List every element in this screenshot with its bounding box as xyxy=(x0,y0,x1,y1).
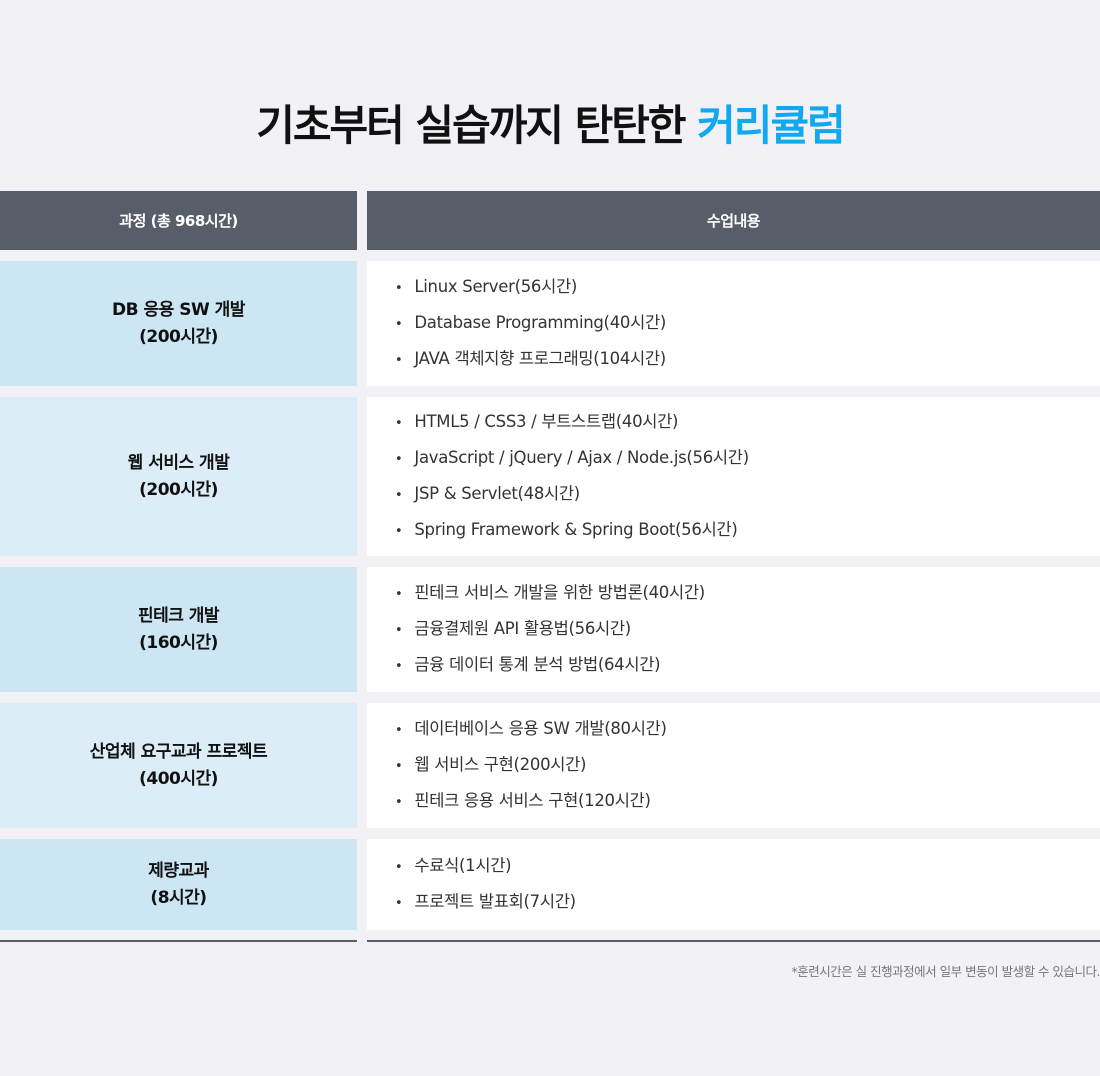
content-list: 핀테크 서비스 개발을 위한 방법론(40시간)금융결제원 API 활용법(56… xyxy=(367,567,1100,692)
list-item: JSP & Servlet(48시간) xyxy=(395,477,1100,513)
course-hours: (160시간) xyxy=(139,632,218,653)
table-row: DB 응용 SW 개발 (200시간) Linux Server(56시간)Data… xyxy=(0,261,1100,386)
table-row: 제량교과 (8시간) 수료식(1시간)프로젝트 발표회(7시간) xyxy=(0,839,1100,930)
list-item: 수료식(1시간) xyxy=(395,849,1100,885)
course-hours: (8시간) xyxy=(150,887,207,908)
page-title: 기초부터 실습까지 탄탄한 커리큘럼 xyxy=(0,92,1100,153)
content-list: Linux Server(56시간)Database Programming(4… xyxy=(367,261,1100,386)
divider xyxy=(0,940,357,942)
course-hours: (200시간) xyxy=(139,479,218,500)
course-cell: DB 응용 SW 개발 (200시간) xyxy=(0,261,357,386)
list-item: JavaScript / jQuery / Ajax / Node.js(56시… xyxy=(395,441,1100,477)
list-item: Linux Server(56시간) xyxy=(395,270,1100,306)
title-text: 기초부터 실습까지 탄탄한 xyxy=(256,101,698,150)
course-name: 산업체 요구교과 프로젝트 xyxy=(89,741,268,762)
list-item: JAVA 객체지향 프로그래밍(104시간) xyxy=(395,342,1100,378)
header-course: 과정 (총 968시간) xyxy=(0,191,357,250)
course-cell: 산업체 요구교과 프로젝트 (400시간) xyxy=(0,703,357,828)
content-list: 데이터베이스 응용 SW 개발(80시간)웹 서비스 구현(200시간)핀테크 … xyxy=(367,703,1100,828)
course-cell: 핀테크 개발 (160시간) xyxy=(0,567,357,692)
list-item: 프로젝트 발표회(7시간) xyxy=(395,885,1100,921)
course-cell: 웹 서비스 개발 (200시간) xyxy=(0,397,357,556)
list-item: 핀테크 서비스 개발을 위한 방법론(40시간) xyxy=(395,576,1100,612)
content-list: 수료식(1시간)프로젝트 발표회(7시간) xyxy=(367,839,1100,930)
list-item: HTML5 / CSS3 / 부트스트랩(40시간) xyxy=(395,405,1100,441)
course-cell: 제량교과 (8시간) xyxy=(0,839,357,930)
list-item: 금융결제원 API 활용법(56시간) xyxy=(395,612,1100,648)
header-content: 수업내용 xyxy=(367,191,1100,250)
course-name: 웹 서비스 개발 xyxy=(127,452,230,473)
course-name: 핀테크 개발 xyxy=(137,605,220,626)
course-name: 제량교과 xyxy=(148,860,209,881)
list-item: Database Programming(40시간) xyxy=(395,306,1100,342)
list-item: 금융 데이터 통계 분석 방법(64시간) xyxy=(395,648,1100,684)
table-row: 산업체 요구교과 프로젝트 (400시간) 데이터베이스 응용 SW 개발(80시간… xyxy=(0,703,1100,828)
list-item: Spring Framework & Spring Boot(56시간) xyxy=(395,513,1100,549)
list-item: 데이터베이스 응용 SW 개발(80시간) xyxy=(395,712,1100,748)
course-hours: (400시간) xyxy=(139,768,218,789)
title-highlight: 커리큘럼 xyxy=(697,101,846,150)
course-name: DB 응용 SW 개발 xyxy=(112,299,245,320)
footnote: *훈련시간은 실 진행과정에서 일부 변동이 발생할 수 있습니다. xyxy=(791,964,1100,979)
table-row: 핀테크 개발 (160시간) 핀테크 서비스 개발을 위한 방법론(40시간)금융결… xyxy=(0,567,1100,692)
table-row: 웹 서비스 개발 (200시간) HTML5 / CSS3 / 부트스트랩(40시간… xyxy=(0,397,1100,556)
list-item: 핀테크 응용 서비스 구현(120시간) xyxy=(395,784,1100,820)
list-item: 웹 서비스 구현(200시간) xyxy=(395,748,1100,784)
content-list: HTML5 / CSS3 / 부트스트랩(40시간)JavaScript / j… xyxy=(367,397,1100,556)
divider xyxy=(367,940,1100,942)
course-hours: (200시간) xyxy=(139,326,218,347)
